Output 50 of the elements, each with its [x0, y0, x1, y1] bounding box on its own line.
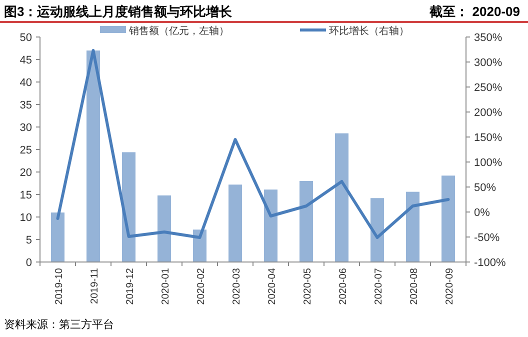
y2-tick-label: 0%: [474, 207, 490, 219]
y2-tick-label: -100%: [474, 257, 506, 269]
bar: [51, 212, 64, 262]
x-tick-label: 2019-10: [54, 268, 65, 305]
title: 图3：运动服线上月度销售额与环比增长: [4, 4, 232, 19]
x-tick-label: 2020-02: [196, 268, 207, 305]
y-tick-label: 20: [20, 167, 32, 179]
y2-tick-label: 300%: [474, 57, 502, 69]
bar: [335, 133, 348, 262]
x-tick-label: 2020-01: [160, 268, 172, 305]
y-tick-label: 40: [20, 77, 32, 89]
x-tick-label: 2019-11: [89, 268, 100, 304]
y-tick-label: 0: [26, 257, 32, 269]
x-tick-label: 2020-04: [266, 268, 278, 305]
legend-label: 销售额（亿元，左轴）: [128, 25, 229, 37]
y2-tick-label: 100%: [474, 157, 502, 169]
x-tick-label: 2020-09: [444, 268, 456, 305]
bar: [122, 152, 136, 262]
y-tick-label: 5: [26, 234, 32, 246]
y2-tick-label: 200%: [474, 107, 502, 119]
y2-tick-label: 50%: [474, 182, 496, 194]
y-tick-label: 35: [20, 100, 32, 112]
subtitle: 截至： 2020-09: [430, 4, 520, 19]
y-tick-label: 25: [20, 144, 32, 156]
y-tick-label: 50: [20, 32, 32, 44]
x-tick-label: 2020-03: [231, 268, 242, 305]
bar: [370, 198, 384, 262]
legend-label: 环比增长（右轴）: [329, 25, 409, 37]
line-series: [56, 49, 450, 239]
y2-tick-label: -50%: [474, 232, 500, 244]
bar: [442, 176, 455, 262]
bar: [228, 184, 242, 262]
x-tick-label: 2020-08: [408, 268, 420, 305]
y2-tick-label: 150%: [474, 132, 502, 144]
bar: [264, 190, 278, 262]
y-tick-label: 10: [20, 212, 32, 224]
text: 资料来源：第三方平台: [4, 318, 114, 331]
x-tick-label: 2020-07: [373, 268, 384, 305]
y2-tick-label: 350%: [474, 32, 502, 44]
x-tick-label: 2019-12: [124, 268, 136, 305]
bar: [406, 192, 420, 262]
y-tick-label: 45: [20, 54, 32, 66]
x-tick-label: 2020-05: [302, 268, 314, 305]
bar: [86, 50, 100, 262]
bar: [158, 195, 171, 262]
bar: [300, 181, 313, 262]
y2-tick-label: 250%: [474, 82, 502, 94]
x-tick-label: 2020-06: [338, 268, 349, 305]
y-tick-label: 30: [20, 122, 32, 134]
y-tick-label: 15: [20, 190, 32, 202]
